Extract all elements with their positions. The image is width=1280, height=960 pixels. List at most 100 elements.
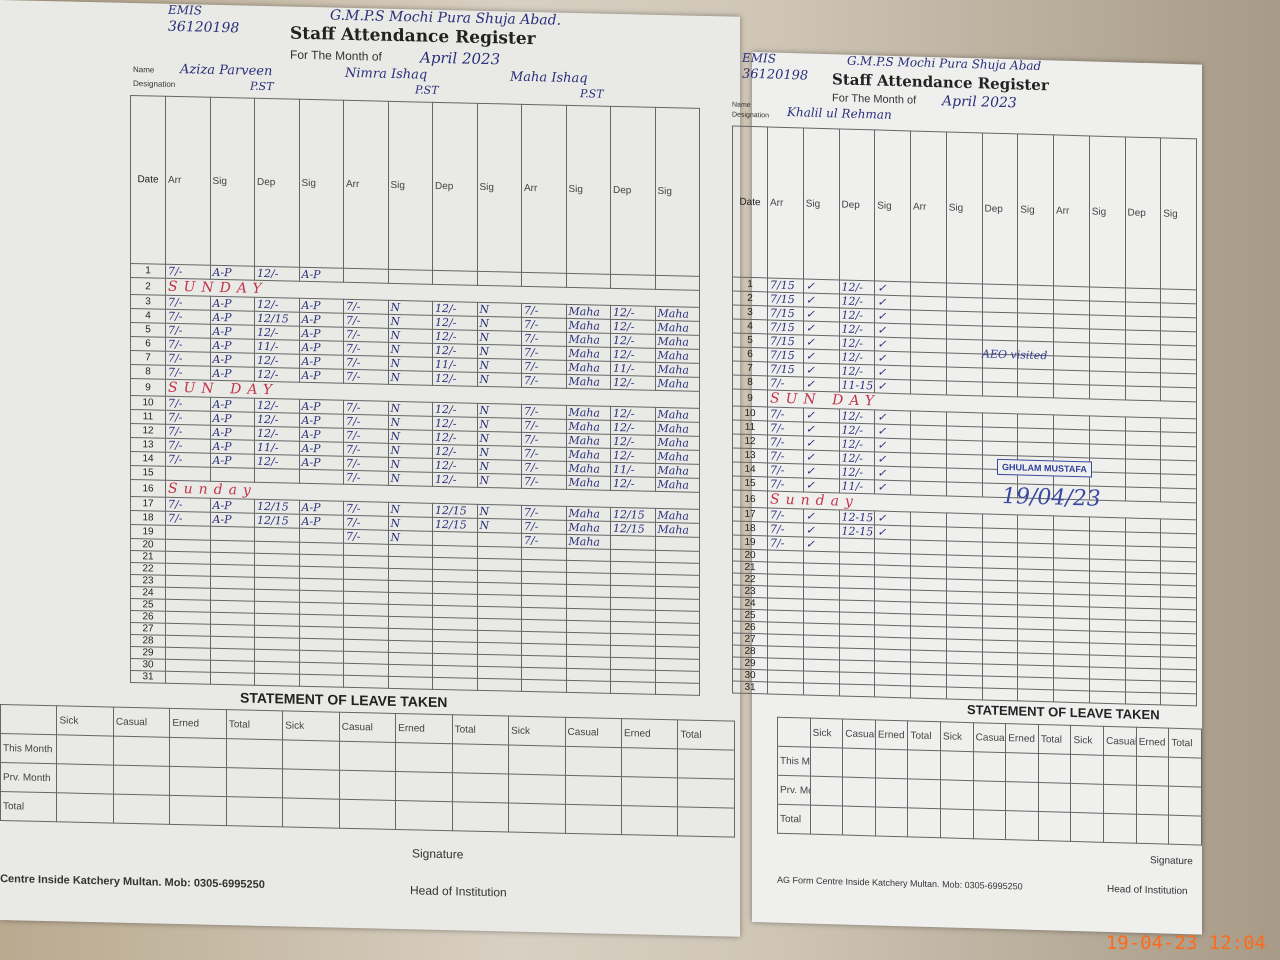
entry-cell: 7/- [165, 323, 210, 339]
leave-column-header: Erned [1005, 723, 1039, 754]
entry-cell: 7/- [165, 438, 210, 454]
entry-cell [1017, 556, 1054, 570]
date-cell: 7 [130, 350, 166, 366]
entry-cell: 12/- [839, 293, 875, 309]
entry-cell: N [388, 300, 433, 316]
entry-cell: 12/- [839, 279, 875, 295]
entry-cell: A-P [210, 324, 255, 340]
entry-cell [839, 537, 875, 553]
entry-cell [165, 611, 210, 625]
header-row: Date Arr Sig Dep Sig Arr Sig Dep Sig Arr Sig Dep Sig [732, 125, 1197, 290]
entry-cell [165, 599, 210, 613]
entry-cell [1125, 357, 1161, 373]
entry-cell: ✓ [803, 376, 839, 392]
entry-cell [982, 513, 1018, 529]
entry-cell: 7/- [343, 470, 388, 486]
entry-cell [299, 542, 344, 556]
entry-cell: N [477, 445, 522, 461]
entry-cell [1125, 517, 1161, 533]
column-header: Date [130, 95, 166, 265]
column-header: Dep [839, 128, 875, 281]
entry-cell [299, 638, 344, 652]
entry-cell [1089, 678, 1125, 692]
entry-cell [910, 661, 947, 675]
entry-cell: 7/- [521, 303, 566, 319]
entry-cell [343, 268, 388, 284]
entry-cell [1160, 692, 1197, 706]
leave-cell [1136, 756, 1169, 787]
leave-cell [940, 750, 974, 781]
entry-cell [910, 351, 947, 367]
entry-cell: Maha [566, 433, 611, 449]
entry-cell [1017, 604, 1054, 618]
entry-cell [982, 381, 1018, 397]
entry-cell: 12-15 [839, 523, 875, 539]
leave-cell [565, 746, 622, 777]
entry-cell [1160, 584, 1197, 598]
leave-column-header: Erned [395, 713, 453, 744]
entry-cell [655, 610, 700, 624]
entry-cell [254, 541, 299, 555]
entry-cell: 7/- [343, 442, 388, 458]
entry-cell [803, 574, 839, 588]
date-cell: 15 [130, 465, 166, 481]
entry-cell: 7/- [165, 497, 210, 513]
entry-cell [803, 646, 839, 660]
entry-cell [946, 526, 982, 542]
entry-cell [1125, 472, 1161, 488]
entry-cell [1125, 545, 1161, 561]
date-cell: 7 [732, 360, 768, 376]
entry-cell [210, 540, 255, 554]
leave-column-header: Total [677, 719, 735, 751]
entry-cell [803, 586, 839, 600]
entry-cell [1053, 515, 1090, 531]
date-cell: 4 [732, 318, 768, 334]
entry-cell [655, 574, 700, 588]
entry-cell [343, 591, 388, 605]
entry-cell [477, 606, 522, 620]
entry-cell [874, 660, 911, 674]
entry-cell [299, 650, 344, 664]
leave-cell [1005, 781, 1039, 812]
entry-cell: Maha [566, 360, 611, 376]
date-cell: 29 [130, 646, 166, 660]
column-header: Arr [910, 130, 947, 283]
entry-cell: 7/- [165, 295, 210, 311]
date-cell: 8 [732, 374, 768, 390]
staff-name: Maha Ishaq [510, 69, 588, 87]
entry-cell: Maha [566, 419, 611, 435]
entry-cell [910, 424, 947, 440]
entry-cell [432, 593, 477, 607]
entry-cell: A-P [210, 352, 255, 368]
entry-cell [299, 554, 344, 568]
leave-cell [1038, 753, 1071, 784]
entry-cell [432, 569, 477, 583]
leave-cell [842, 806, 876, 836]
entry-cell: A-P [299, 368, 344, 384]
date-cell: 28 [130, 634, 166, 648]
entry-cell: Maha [566, 332, 611, 348]
entry-cell [1053, 641, 1090, 655]
entry-cell [655, 562, 700, 576]
entry-cell [566, 632, 611, 646]
entry-cell [432, 270, 477, 286]
entry-cell [803, 598, 839, 612]
register-title: Staff Attendance Register [832, 70, 1049, 95]
leave-cell [508, 803, 566, 834]
entry-cell [343, 663, 388, 677]
entry-cell [1125, 371, 1161, 387]
entry-cell: Maha [655, 435, 700, 451]
entry-cell [1160, 459, 1197, 475]
entry-cell: Maha [655, 477, 700, 493]
entry-cell: Maha [655, 421, 700, 437]
entry-cell: ✓ [803, 306, 839, 322]
entry-cell: 7/15 [767, 347, 804, 363]
entry-cell [839, 671, 875, 685]
entry-cell: A-P [210, 411, 255, 427]
entry-cell [610, 645, 655, 659]
entry-cell [655, 536, 700, 552]
entry-cell [910, 525, 947, 541]
entry-cell [874, 636, 911, 650]
entry-cell: 7/- [343, 299, 388, 315]
entry-cell [299, 662, 344, 676]
